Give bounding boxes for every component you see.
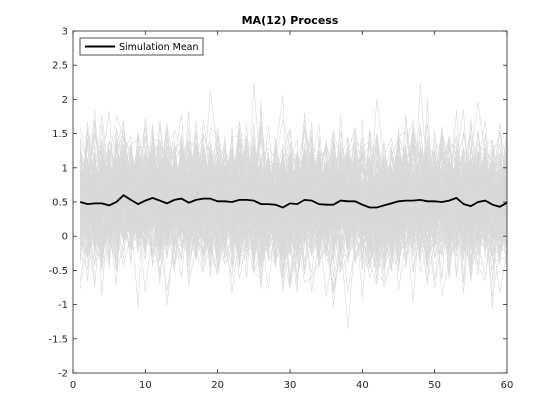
y-tick-label: -0.5 xyxy=(48,266,68,277)
simulation-path xyxy=(79,89,507,251)
x-tick-label: 0 xyxy=(70,380,76,391)
y-tick-label: 2 xyxy=(62,95,68,106)
x-tick-label: 10 xyxy=(139,380,152,391)
x-tick-label: 40 xyxy=(356,380,369,391)
simulation-path xyxy=(80,130,507,288)
y-tick-label: 1 xyxy=(62,163,68,174)
y-tick-label: -1 xyxy=(58,300,68,311)
simulation-path xyxy=(79,157,507,262)
x-tick-label: 30 xyxy=(284,380,297,391)
series-line-simulation-mean xyxy=(79,194,507,209)
y-tick-label: 1.5 xyxy=(52,129,68,140)
simulation-path xyxy=(79,120,507,261)
mean-series xyxy=(79,194,507,209)
simulation-paths xyxy=(79,82,507,330)
simulation-path xyxy=(79,134,507,275)
x-tick-label: 50 xyxy=(428,380,441,391)
legend-label-mean: Simulation Mean xyxy=(119,42,199,53)
legend-box xyxy=(79,37,204,56)
simulation-path xyxy=(79,101,507,249)
simulation-path xyxy=(79,137,507,261)
simulation-path xyxy=(79,128,507,232)
x-tick-label: 60 xyxy=(501,380,514,391)
x-tick-label: 20 xyxy=(211,380,224,391)
y-tick-label: -2 xyxy=(58,369,68,380)
simulation-path xyxy=(79,134,507,306)
x-axis: 0 10 20 30 40 50 60 xyxy=(70,31,514,391)
y-tick-label: 2.5 xyxy=(52,61,68,72)
chart-title: MA(12) Process xyxy=(242,14,339,27)
simulation-path xyxy=(79,130,507,270)
y-axis: -2 -1.5 -1 -0.5 0 0.5 1 1.5 2 2.5 3 xyxy=(48,27,507,380)
legend: Simulation Mean xyxy=(79,37,204,56)
y-tick-label: 3 xyxy=(62,27,68,38)
y-tick-label: -1.5 xyxy=(48,334,68,345)
simulation-path xyxy=(79,129,507,279)
simulation-path xyxy=(79,129,507,281)
y-tick-label: 0.5 xyxy=(52,198,68,209)
y-tick-label: 0 xyxy=(62,232,68,243)
